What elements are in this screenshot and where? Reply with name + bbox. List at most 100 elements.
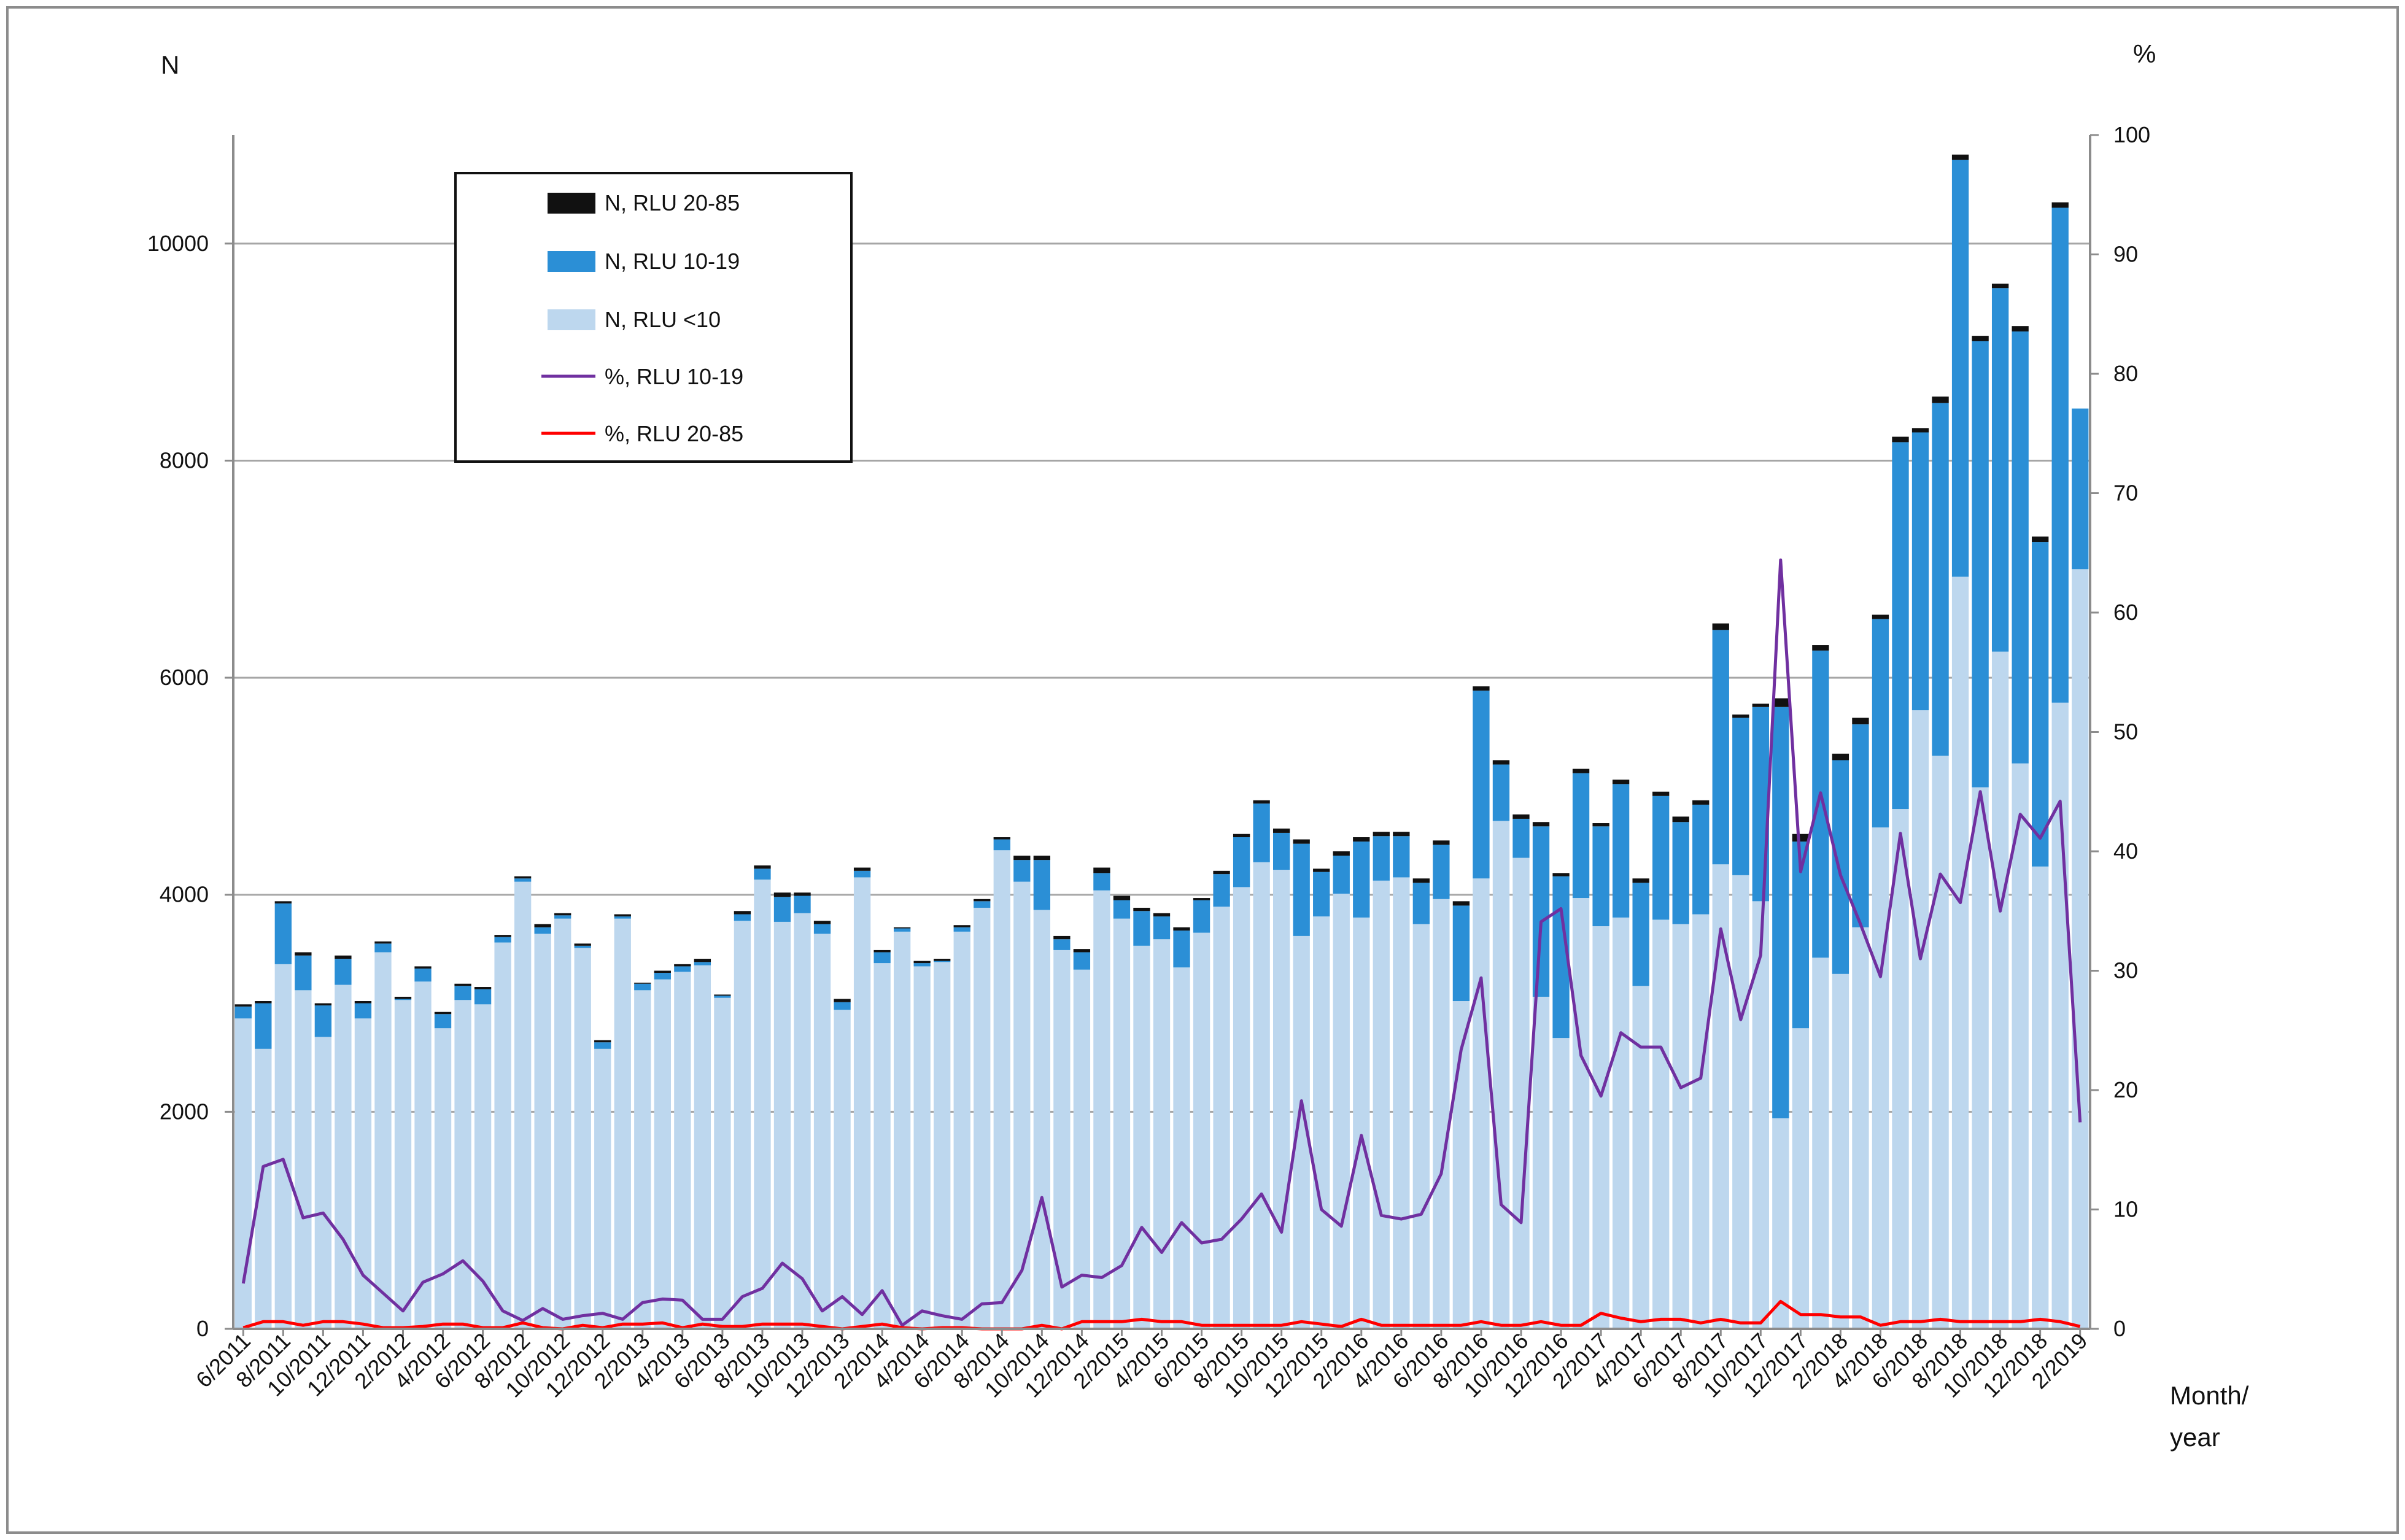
bar-rlu-20-85 [1053, 935, 1071, 940]
bar-rlu-lt10 [1532, 996, 1550, 1329]
bar-rlu-10-19 [893, 928, 911, 932]
bar-rlu-20-85 [974, 899, 991, 902]
bar-rlu-lt10 [1253, 862, 1270, 1329]
bar-rlu-lt10 [1612, 917, 1630, 1329]
bar-rlu-lt10 [534, 934, 551, 1329]
left-axis-unit: N [161, 50, 179, 79]
left-tick-label: 2000 [160, 1099, 209, 1124]
bar-rlu-lt10 [1552, 1038, 1570, 1329]
bar-rlu-10-19 [1353, 842, 1370, 918]
bar-rlu-20-85 [574, 943, 591, 946]
bar-rlu-20-85 [1412, 878, 1430, 883]
bar-rlu-10-19 [574, 945, 591, 948]
right-tick-label: 10 [2113, 1197, 2138, 1222]
bar-rlu-20-85 [913, 961, 931, 964]
bar-rlu-10-19 [1911, 432, 1929, 711]
bar-rlu-lt10 [834, 1010, 851, 1329]
bar-rlu-10-19 [1333, 856, 1350, 894]
bar-rlu-lt10 [934, 962, 951, 1329]
bar-rlu-20-85 [1473, 686, 1490, 691]
bar-rlu-20-85 [1293, 839, 1310, 844]
bar-rlu-lt10 [674, 972, 691, 1329]
bar-rlu-10-19 [494, 937, 511, 943]
bar-rlu-lt10 [454, 1000, 471, 1329]
bar-rlu-lt10 [1233, 887, 1250, 1329]
bar-rlu-20-85 [754, 865, 771, 869]
bar-rlu-20-85 [1452, 901, 1470, 906]
bar-rlu-lt10 [2051, 702, 2069, 1329]
bar-rlu-20-85 [494, 935, 511, 937]
bar-rlu-10-19 [1273, 832, 1290, 870]
bar-rlu-10-19 [1433, 845, 1450, 899]
bar-rlu-10-19 [714, 996, 731, 998]
left-tick-label: 4000 [160, 882, 209, 907]
bar-rlu-10-19 [934, 961, 951, 962]
bar-rlu-20-85 [1353, 837, 1370, 842]
right-tick-label: 90 [2113, 242, 2138, 267]
bar-rlu-10-19 [274, 903, 292, 964]
bar-rlu-10-19 [2051, 207, 2069, 703]
legend-label: %, RLU 10-19 [605, 364, 743, 389]
bar-rlu-lt10 [1732, 875, 1749, 1329]
bar-rlu-20-85 [1712, 623, 1729, 630]
bar-rlu-10-19 [1632, 883, 1649, 986]
bar-rlu-lt10 [255, 1048, 272, 1329]
bar-rlu-lt10 [1932, 756, 1949, 1329]
legend-swatch [548, 193, 595, 214]
bar-rlu-lt10 [1133, 945, 1150, 1329]
bar-rlu-20-85 [1492, 760, 1510, 765]
bar-rlu-20-85 [1852, 718, 1869, 725]
bar-rlu-10-19 [1652, 795, 1670, 920]
bar-rlu-20-85 [394, 996, 412, 999]
bar-rlu-10-19 [1492, 764, 1510, 821]
legend-swatch [548, 251, 595, 272]
bar-rlu-10-19 [634, 983, 651, 991]
bar-rlu-10-19 [1812, 650, 1829, 958]
bar-rlu-20-85 [1313, 869, 1330, 872]
legend-items: N, RLU 20-85 N, RLU 10-19 N, RLU <10 %, RLU… [541, 190, 743, 446]
bar-rlu-10-19 [534, 927, 551, 934]
bar-rlu-10-19 [1113, 900, 1131, 919]
bar-rlu-20-85 [993, 837, 1010, 840]
bar-rlu-lt10 [953, 931, 970, 1329]
bar-rlu-20-85 [1113, 896, 1131, 900]
bar-rlu-20-85 [534, 924, 551, 927]
bar-rlu-20-85 [634, 982, 651, 984]
bar-rlu-lt10 [2012, 763, 2029, 1329]
bar-rlu-20-85 [1433, 840, 1450, 845]
bar-rlu-10-19 [953, 927, 970, 932]
bar-rlu-lt10 [594, 1048, 611, 1329]
bar-rlu-20-85 [953, 925, 970, 927]
bar-rlu-10-19 [873, 952, 891, 964]
bar-rlu-lt10 [993, 850, 1010, 1329]
left-tick-label: 8000 [160, 447, 209, 473]
bar-rlu-lt10 [1972, 787, 1989, 1329]
bar-rlu-20-85 [1911, 428, 1929, 433]
bar-rlu-lt10 [1373, 880, 1390, 1329]
bar-rlu-20-85 [1093, 867, 1110, 873]
bar-rlu-20-85 [1153, 913, 1171, 917]
bar-rlu-20-85 [255, 1001, 272, 1004]
legend: N, RLU 20-85 N, RLU 10-19 N, RLU <10 %, RLU… [454, 172, 853, 463]
bar-rlu-20-85 [1692, 800, 1710, 805]
right-tick-label: 70 [2113, 481, 2138, 506]
bar-rlu-20-85 [714, 994, 731, 996]
bar-rlu-10-19 [1532, 826, 1550, 997]
bar-rlu-10-19 [1193, 900, 1210, 933]
bar-rlu-10-19 [1253, 803, 1270, 862]
bar-rlu-10-19 [773, 897, 791, 922]
bar-rlu-10-19 [474, 989, 492, 1005]
bar-rlu-20-85 [1792, 834, 1810, 842]
bar-rlu-lt10 [654, 979, 671, 1329]
bar-rlu-10-19 [1752, 706, 1769, 902]
bar-rlu-20-85 [295, 952, 312, 956]
bar-rlu-lt10 [1013, 881, 1031, 1329]
bar-rlu-10-19 [414, 968, 432, 982]
bar-rlu-10-19 [1712, 630, 1729, 865]
bar-rlu-20-85 [1393, 832, 1410, 837]
bar-rlu-20-85 [1512, 814, 1530, 819]
bar-rlu-20-85 [773, 892, 791, 897]
bar-rlu-10-19 [2012, 331, 2029, 764]
bar-rlu-lt10 [1353, 917, 1370, 1329]
bar-rlu-20-85 [1951, 154, 1969, 160]
